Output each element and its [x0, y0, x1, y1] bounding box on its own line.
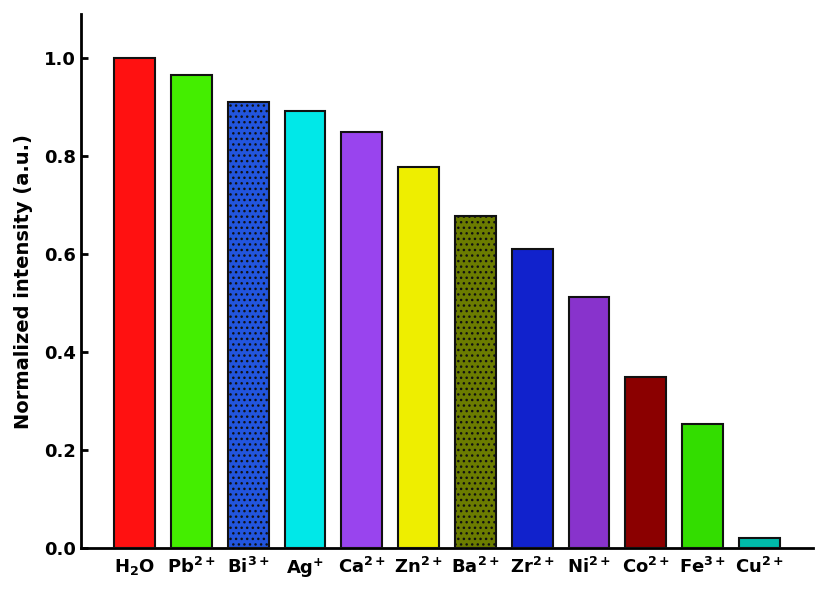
Bar — [512, 249, 552, 548]
Bar — [568, 297, 609, 548]
Bar — [227, 102, 269, 548]
Bar — [284, 110, 326, 548]
Bar — [739, 538, 780, 548]
Y-axis label: Normalized intensity (a.u.): Normalized intensity (a.u.) — [14, 134, 33, 429]
Bar — [398, 167, 439, 548]
Bar — [171, 75, 212, 548]
Bar — [114, 58, 155, 548]
Bar — [625, 377, 667, 548]
Bar — [455, 216, 496, 548]
Bar — [682, 424, 723, 548]
Bar — [342, 132, 382, 548]
